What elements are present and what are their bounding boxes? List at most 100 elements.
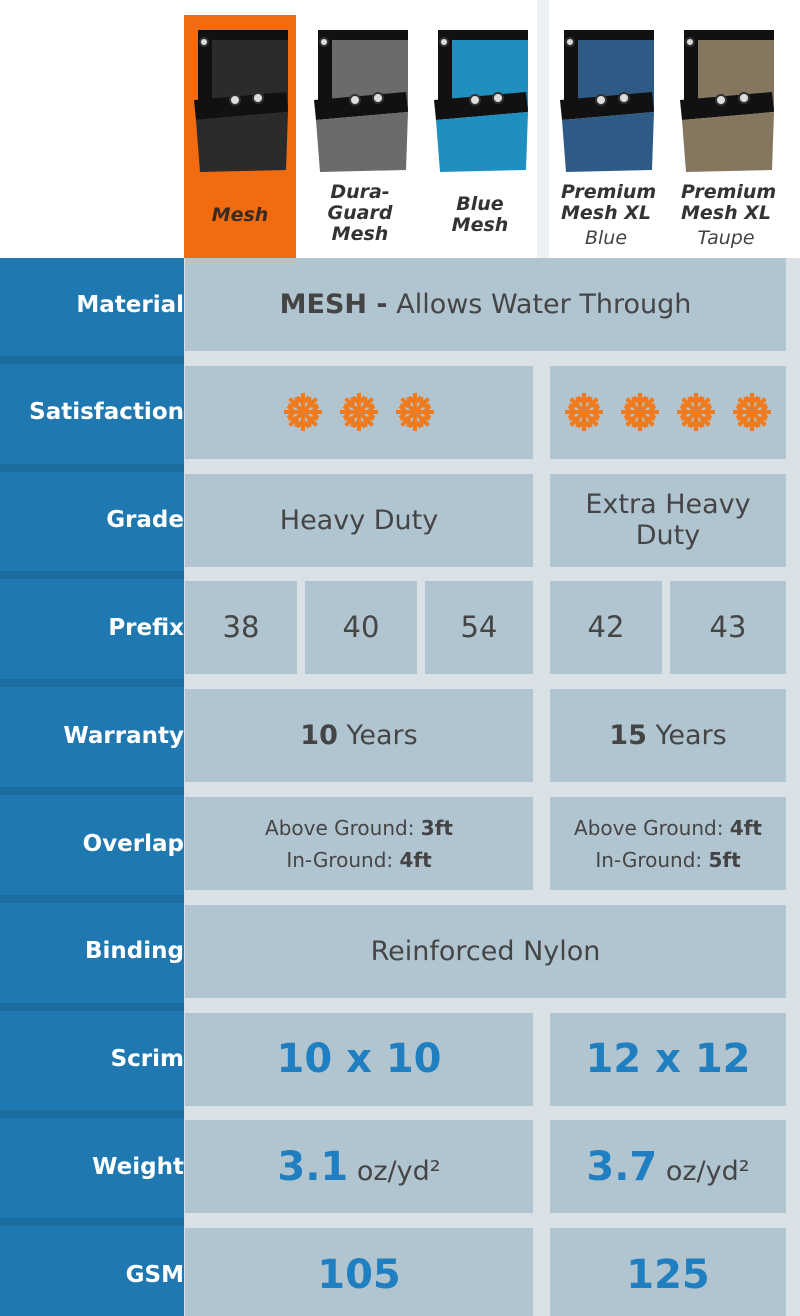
fold-binding	[314, 92, 408, 120]
divider	[537, 0, 549, 258]
grommet	[372, 92, 384, 104]
cell: 3.1 oz/yd²	[185, 1120, 533, 1214]
cell-content: 54	[461, 611, 498, 644]
overlap-line: In-Ground: 4ft	[286, 844, 431, 876]
cell-content: 10 Years	[300, 720, 417, 751]
snowflake	[733, 393, 771, 432]
grommet	[595, 94, 607, 106]
arm-line	[288, 397, 318, 428]
cell: 38	[185, 581, 297, 675]
mesh-bottom	[562, 112, 654, 172]
cell-text: 54	[460, 610, 498, 645]
mesh-bottom	[316, 112, 408, 172]
grommet	[319, 37, 329, 47]
snowflake	[621, 393, 659, 432]
product-image	[560, 30, 654, 172]
arm-line	[625, 397, 655, 428]
cell: 105	[185, 1228, 533, 1316]
cell: 43	[670, 581, 786, 675]
grommet	[252, 92, 264, 104]
cell-content: Reinforced Nylon	[371, 936, 601, 967]
rating	[556, 390, 780, 434]
cell: Above Ground: 4ft In-Ground: 5ft	[550, 797, 786, 890]
row-label: Material	[76, 291, 184, 318]
cell-content: 10 x 10	[277, 1036, 442, 1082]
overlap-text: Above Ground:	[574, 815, 724, 840]
overlap-line: Above Ground: 3ft	[265, 812, 453, 844]
arm	[681, 397, 711, 428]
grommet	[492, 92, 504, 104]
arm-line	[569, 397, 599, 428]
row-separator	[0, 679, 184, 688]
overlap-line: In-Ground: 5ft	[595, 844, 740, 876]
snowflake	[396, 393, 434, 432]
cell-content: Extra Heavy Duty	[568, 489, 768, 551]
row-label: Binding	[85, 938, 184, 965]
product-image	[434, 30, 528, 172]
arm-line	[344, 397, 374, 428]
row-separator	[0, 1218, 184, 1227]
overlap-text: Above Ground:	[265, 815, 415, 840]
row-separator	[0, 894, 184, 903]
cell: 12 x 12	[550, 1012, 786, 1106]
row-separator	[0, 463, 184, 472]
product-variant: Blue	[584, 227, 628, 249]
overlap-value: 5ft	[708, 847, 741, 872]
product-name: Dura-Guard Mesh	[327, 181, 393, 245]
grommet	[199, 37, 209, 47]
overlap-text: In-Ground:	[595, 847, 703, 872]
grommet	[469, 94, 481, 106]
cell-content: 38	[223, 611, 260, 644]
overlap-text: In-Ground:	[286, 847, 394, 872]
cell-content: 42	[588, 611, 625, 644]
arm	[288, 397, 318, 428]
row-label: Grade	[106, 507, 184, 534]
mesh-bottom	[196, 112, 288, 172]
cell-text: Years	[346, 720, 418, 752]
grommet	[618, 92, 630, 104]
cell-content: 43	[710, 611, 747, 644]
cell-content: 15 Years	[609, 720, 726, 751]
product-image	[194, 30, 288, 172]
cell	[550, 365, 786, 459]
cell-content: 105	[317, 1252, 401, 1298]
snowflake	[565, 393, 603, 432]
product-name: Premium Mesh XL	[561, 181, 657, 224]
row-label: Overlap	[82, 830, 184, 857]
cell-text: 42	[587, 610, 625, 645]
cell-content: Heavy Duty	[280, 505, 438, 536]
cell-content: 125	[626, 1252, 710, 1298]
overlap-value: 3ft	[420, 815, 453, 840]
product-image	[314, 30, 408, 172]
rating	[275, 390, 443, 434]
product-variant: Taupe	[697, 227, 755, 249]
cell-bold: MESH -	[279, 288, 388, 320]
row-label: Scrim	[110, 1046, 184, 1073]
product-name: Premium Mesh XL	[681, 181, 777, 224]
grommet	[229, 94, 241, 106]
cell-text: 38	[222, 610, 260, 645]
cell-highlight: 3.7	[586, 1143, 658, 1190]
snowflake	[284, 393, 322, 432]
mesh-bottom	[682, 112, 774, 172]
cell: 125	[550, 1228, 786, 1316]
cell: 15 Years	[550, 689, 786, 783]
cell-text: Heavy Duty	[279, 504, 439, 536]
cell: MESH - Allows Water Through	[185, 258, 786, 351]
row-separator	[0, 355, 184, 364]
cell-highlight: 125	[626, 1251, 710, 1298]
row-separator	[0, 571, 184, 580]
cell: 54	[425, 581, 533, 675]
cell-content: 40	[343, 611, 380, 644]
fold-binding	[680, 92, 774, 120]
row-label: Weight	[92, 1153, 184, 1180]
row-label: Prefix	[108, 614, 184, 641]
arm-line	[400, 397, 430, 428]
cell-content: 3.1 oz/yd²	[277, 1144, 440, 1190]
cell: 42	[550, 581, 662, 675]
cell-text: 40	[342, 610, 380, 645]
arm	[344, 397, 374, 428]
cell-content: MESH - Allows Water Through	[280, 289, 692, 320]
cell-bold: 10	[300, 720, 338, 752]
